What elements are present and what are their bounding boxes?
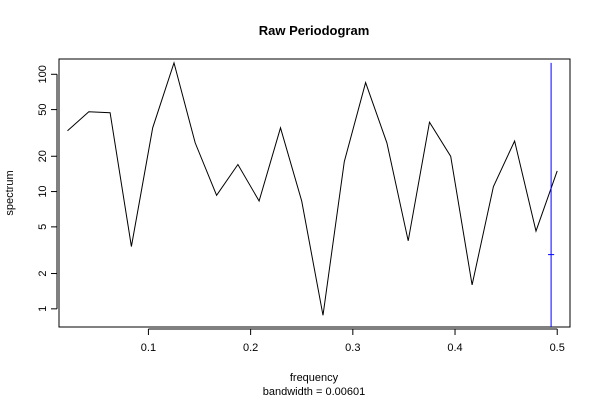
- x-axis: 0.1 0.2 0.3 0.4 0.5: [141, 328, 565, 354]
- spectrum-line: [67, 61, 558, 316]
- y-axis: 1 2 5 10 20 50 100: [37, 65, 58, 312]
- x-tick-label: 0.2: [243, 342, 258, 354]
- plot-frame: [58, 58, 571, 328]
- y-tick-label: 50: [37, 103, 49, 115]
- chart-title: Raw Periodogram: [259, 23, 370, 38]
- series-layer: [67, 61, 558, 316]
- x-tick-label: 0.3: [345, 342, 360, 354]
- bandwidth-marker: [548, 62, 555, 327]
- x-tick-label: 0.4: [447, 342, 462, 354]
- bandwidth-label: bandwidth = 0.00601: [263, 386, 365, 398]
- y-tick-label: 20: [37, 150, 49, 162]
- y-axis-label: spectrum: [4, 170, 16, 215]
- y-tick-label: 2: [37, 270, 49, 276]
- y-tick-label: 100: [37, 65, 49, 83]
- y-tick-label: 5: [37, 224, 49, 230]
- x-tick-label: 0.1: [141, 342, 156, 354]
- y-tick-label: 10: [37, 185, 49, 197]
- x-axis-label: frequency: [290, 372, 339, 384]
- x-tick-label: 0.5: [550, 342, 565, 354]
- y-tick-label: 1: [37, 306, 49, 312]
